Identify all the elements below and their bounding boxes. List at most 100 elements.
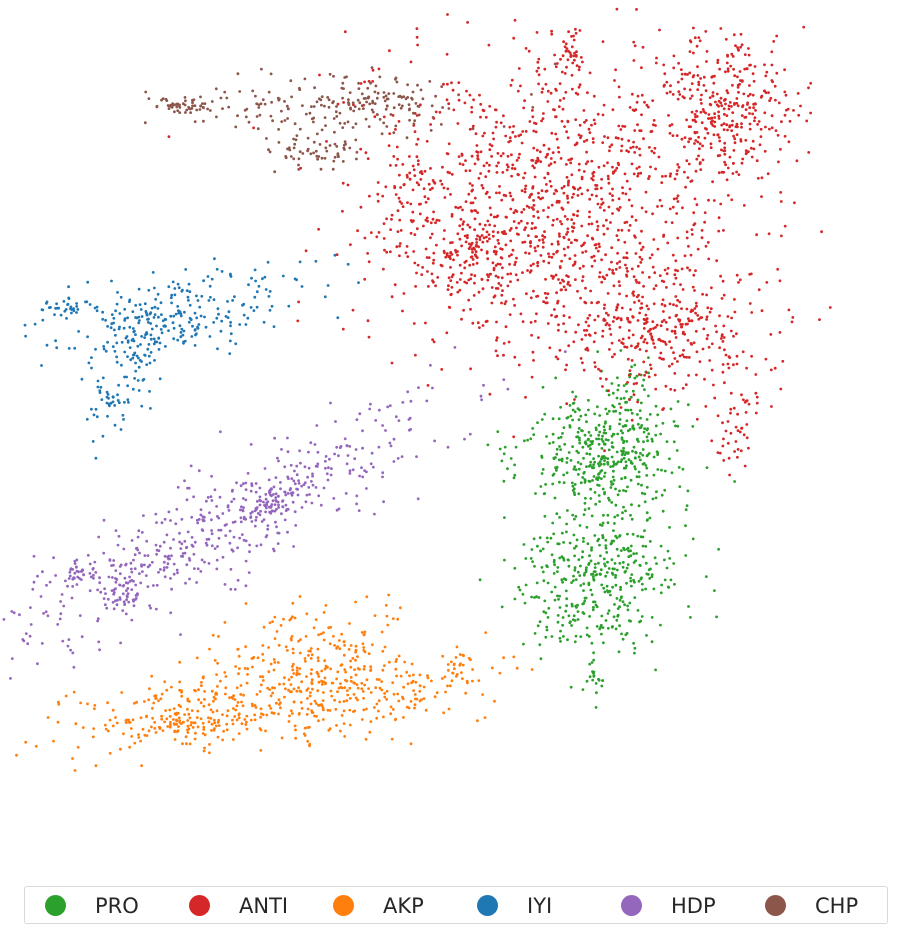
data-point-pro <box>641 448 645 451</box>
data-point-hdp <box>134 598 137 601</box>
data-point-anti <box>637 281 641 285</box>
data-point-hdp <box>215 567 219 571</box>
data-point-anti <box>511 198 515 202</box>
data-point-pro <box>605 584 609 588</box>
data-point-akp <box>322 611 326 614</box>
data-point-chp <box>189 111 193 114</box>
data-point-anti <box>472 98 475 102</box>
data-point-akp <box>151 716 155 720</box>
data-point-chp <box>312 120 315 124</box>
data-point-anti <box>621 186 624 190</box>
data-point-anti <box>730 129 734 133</box>
data-point-pro <box>622 384 626 387</box>
data-point-iyi <box>209 295 212 299</box>
data-point-akp <box>493 699 496 703</box>
data-point-anti <box>734 44 737 48</box>
data-point-anti <box>745 67 749 71</box>
data-point-anti <box>564 330 568 334</box>
data-point-anti <box>571 87 574 91</box>
data-point-hdp <box>227 509 231 512</box>
data-point-anti <box>596 228 599 232</box>
data-point-anti <box>394 127 397 131</box>
data-point-iyi <box>145 363 149 366</box>
data-point-hdp <box>225 523 228 526</box>
data-point-hdp <box>118 583 122 587</box>
data-point-iyi <box>134 333 137 336</box>
data-point-anti <box>458 224 462 228</box>
data-point-hdp <box>71 651 75 655</box>
data-point-iyi <box>177 309 180 312</box>
data-point-anti <box>496 262 500 266</box>
data-point-anti <box>672 351 675 354</box>
data-point-akp <box>127 718 130 722</box>
data-point-akp <box>530 668 534 671</box>
data-point-iyi <box>115 360 119 364</box>
data-point-akp <box>232 707 235 710</box>
data-point-hdp <box>136 535 140 539</box>
data-point-anti <box>442 82 445 86</box>
data-point-akp <box>221 713 224 716</box>
data-point-anti <box>685 230 689 234</box>
data-point-hdp <box>221 555 225 559</box>
data-point-pro <box>618 489 621 493</box>
data-point-akp <box>328 642 332 646</box>
data-point-akp <box>365 707 368 711</box>
data-point-pro <box>625 440 629 443</box>
data-point-anti <box>525 292 528 296</box>
data-point-anti <box>523 171 527 175</box>
data-point-pro <box>552 560 556 564</box>
data-point-hdp <box>59 612 63 616</box>
data-point-akp <box>92 727 96 730</box>
data-point-chp <box>301 152 305 155</box>
data-point-pro <box>603 564 607 568</box>
data-point-pro <box>503 558 506 562</box>
data-point-anti <box>755 233 758 237</box>
data-point-pro <box>667 586 671 589</box>
data-point-anti <box>692 223 696 227</box>
data-point-anti <box>537 73 541 77</box>
data-point-anti <box>367 79 371 83</box>
data-point-anti <box>526 221 529 225</box>
data-point-iyi <box>249 306 253 309</box>
data-point-chp <box>203 102 207 105</box>
data-point-hdp <box>93 560 97 564</box>
data-point-anti <box>564 288 568 292</box>
data-point-anti <box>572 54 576 58</box>
data-point-anti <box>527 49 531 53</box>
data-point-iyi <box>149 407 152 410</box>
data-point-pro <box>537 596 541 599</box>
data-point-iyi <box>171 321 175 325</box>
data-point-anti <box>753 116 757 119</box>
data-point-anti <box>772 40 776 43</box>
data-point-anti <box>692 211 696 215</box>
data-point-anti <box>730 123 734 127</box>
data-point-pro <box>626 563 630 566</box>
data-point-chp <box>280 109 283 113</box>
data-point-anti <box>611 198 615 202</box>
data-point-anti <box>620 306 624 310</box>
data-point-hdp <box>298 449 301 453</box>
data-point-pro <box>686 489 690 493</box>
data-point-chp <box>345 75 348 79</box>
data-point-pro <box>629 408 633 412</box>
data-point-anti <box>596 249 600 253</box>
data-point-anti <box>670 123 674 126</box>
data-point-akp <box>380 688 384 692</box>
data-point-anti <box>429 167 432 170</box>
data-point-akp <box>203 698 206 701</box>
data-point-pro <box>614 409 618 413</box>
data-point-pro <box>570 581 573 584</box>
data-point-pro <box>513 566 517 570</box>
data-point-hdp <box>190 515 194 519</box>
data-point-anti <box>747 53 751 57</box>
data-point-hdp <box>96 617 100 621</box>
data-point-iyi <box>224 315 228 318</box>
data-point-anti <box>663 83 666 87</box>
data-point-anti <box>590 301 593 305</box>
data-point-pro <box>559 405 562 409</box>
data-point-iyi <box>257 284 261 288</box>
data-point-anti <box>335 253 339 256</box>
data-point-chp <box>169 104 173 108</box>
data-point-akp <box>297 686 300 690</box>
data-point-hdp <box>304 500 308 504</box>
